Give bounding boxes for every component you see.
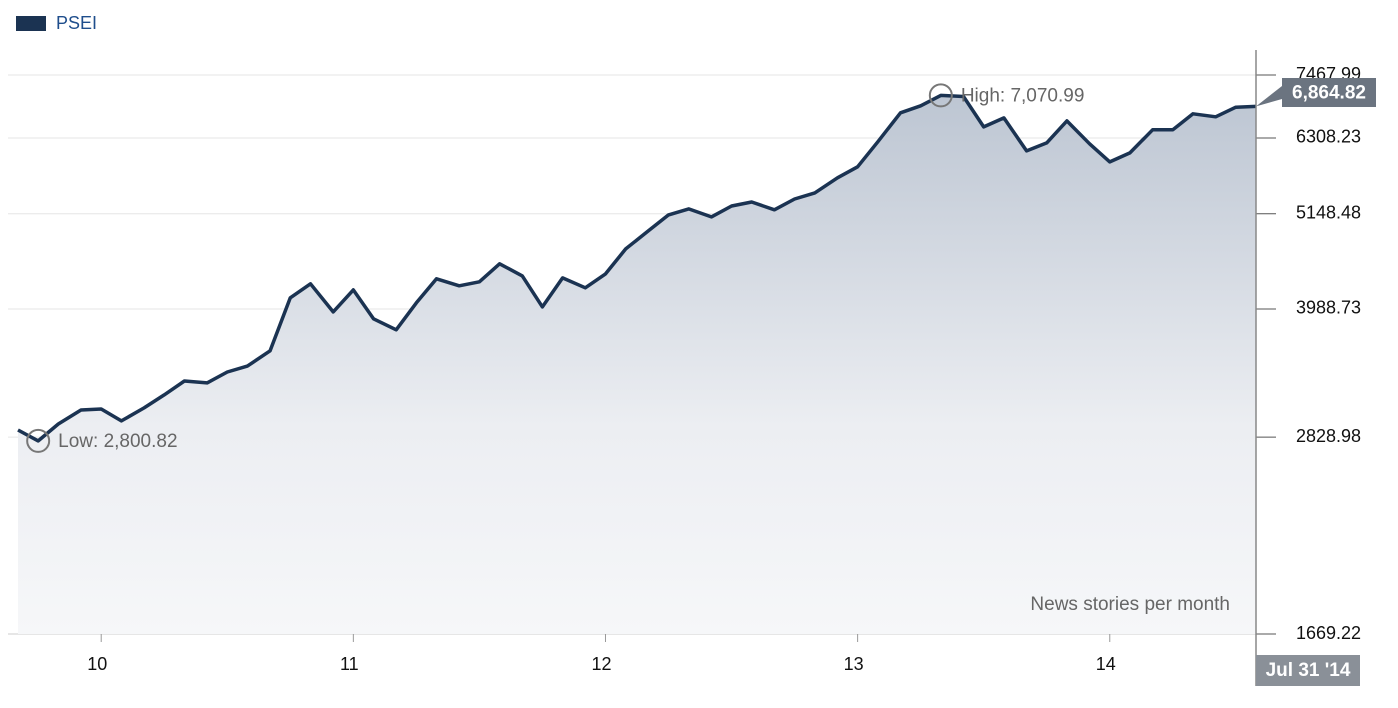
current-value-box [1282, 78, 1376, 107]
x-tick-label: 13 [844, 654, 864, 674]
x-tick-label: 14 [1096, 654, 1116, 674]
current-value-label: 6,864.82 [1292, 83, 1366, 104]
x-tick-label: 12 [591, 654, 611, 674]
y-tick-label: 5148.48 [1296, 203, 1361, 223]
legend-swatch [16, 16, 46, 31]
y-tick-label: 6308.23 [1296, 127, 1361, 147]
x-end-box [1256, 655, 1360, 686]
y-tick-label: 1669.22 [1296, 623, 1361, 643]
line [17, 93, 1257, 443]
x-tick-label: 11 [340, 654, 359, 674]
current-value-pointer [1256, 86, 1282, 107]
annotation-label: Low: 2,800.82 [58, 431, 177, 452]
annotation-label: High: 7,070.99 [961, 85, 1085, 106]
annotation-marker [26, 428, 51, 453]
annotation-marker [928, 83, 953, 108]
y-tick-label: 3988.73 [1296, 298, 1361, 318]
note: News stories per month [1030, 594, 1230, 615]
x-tick-label: 10 [87, 654, 107, 674]
legend-label: PSEI [56, 13, 97, 33]
legend: PSEI [16, 13, 97, 33]
y-tick-label: 2828.98 [1296, 426, 1361, 446]
x-end-label: Jul 31 '14 [1266, 660, 1351, 681]
area [18, 95, 1256, 634]
